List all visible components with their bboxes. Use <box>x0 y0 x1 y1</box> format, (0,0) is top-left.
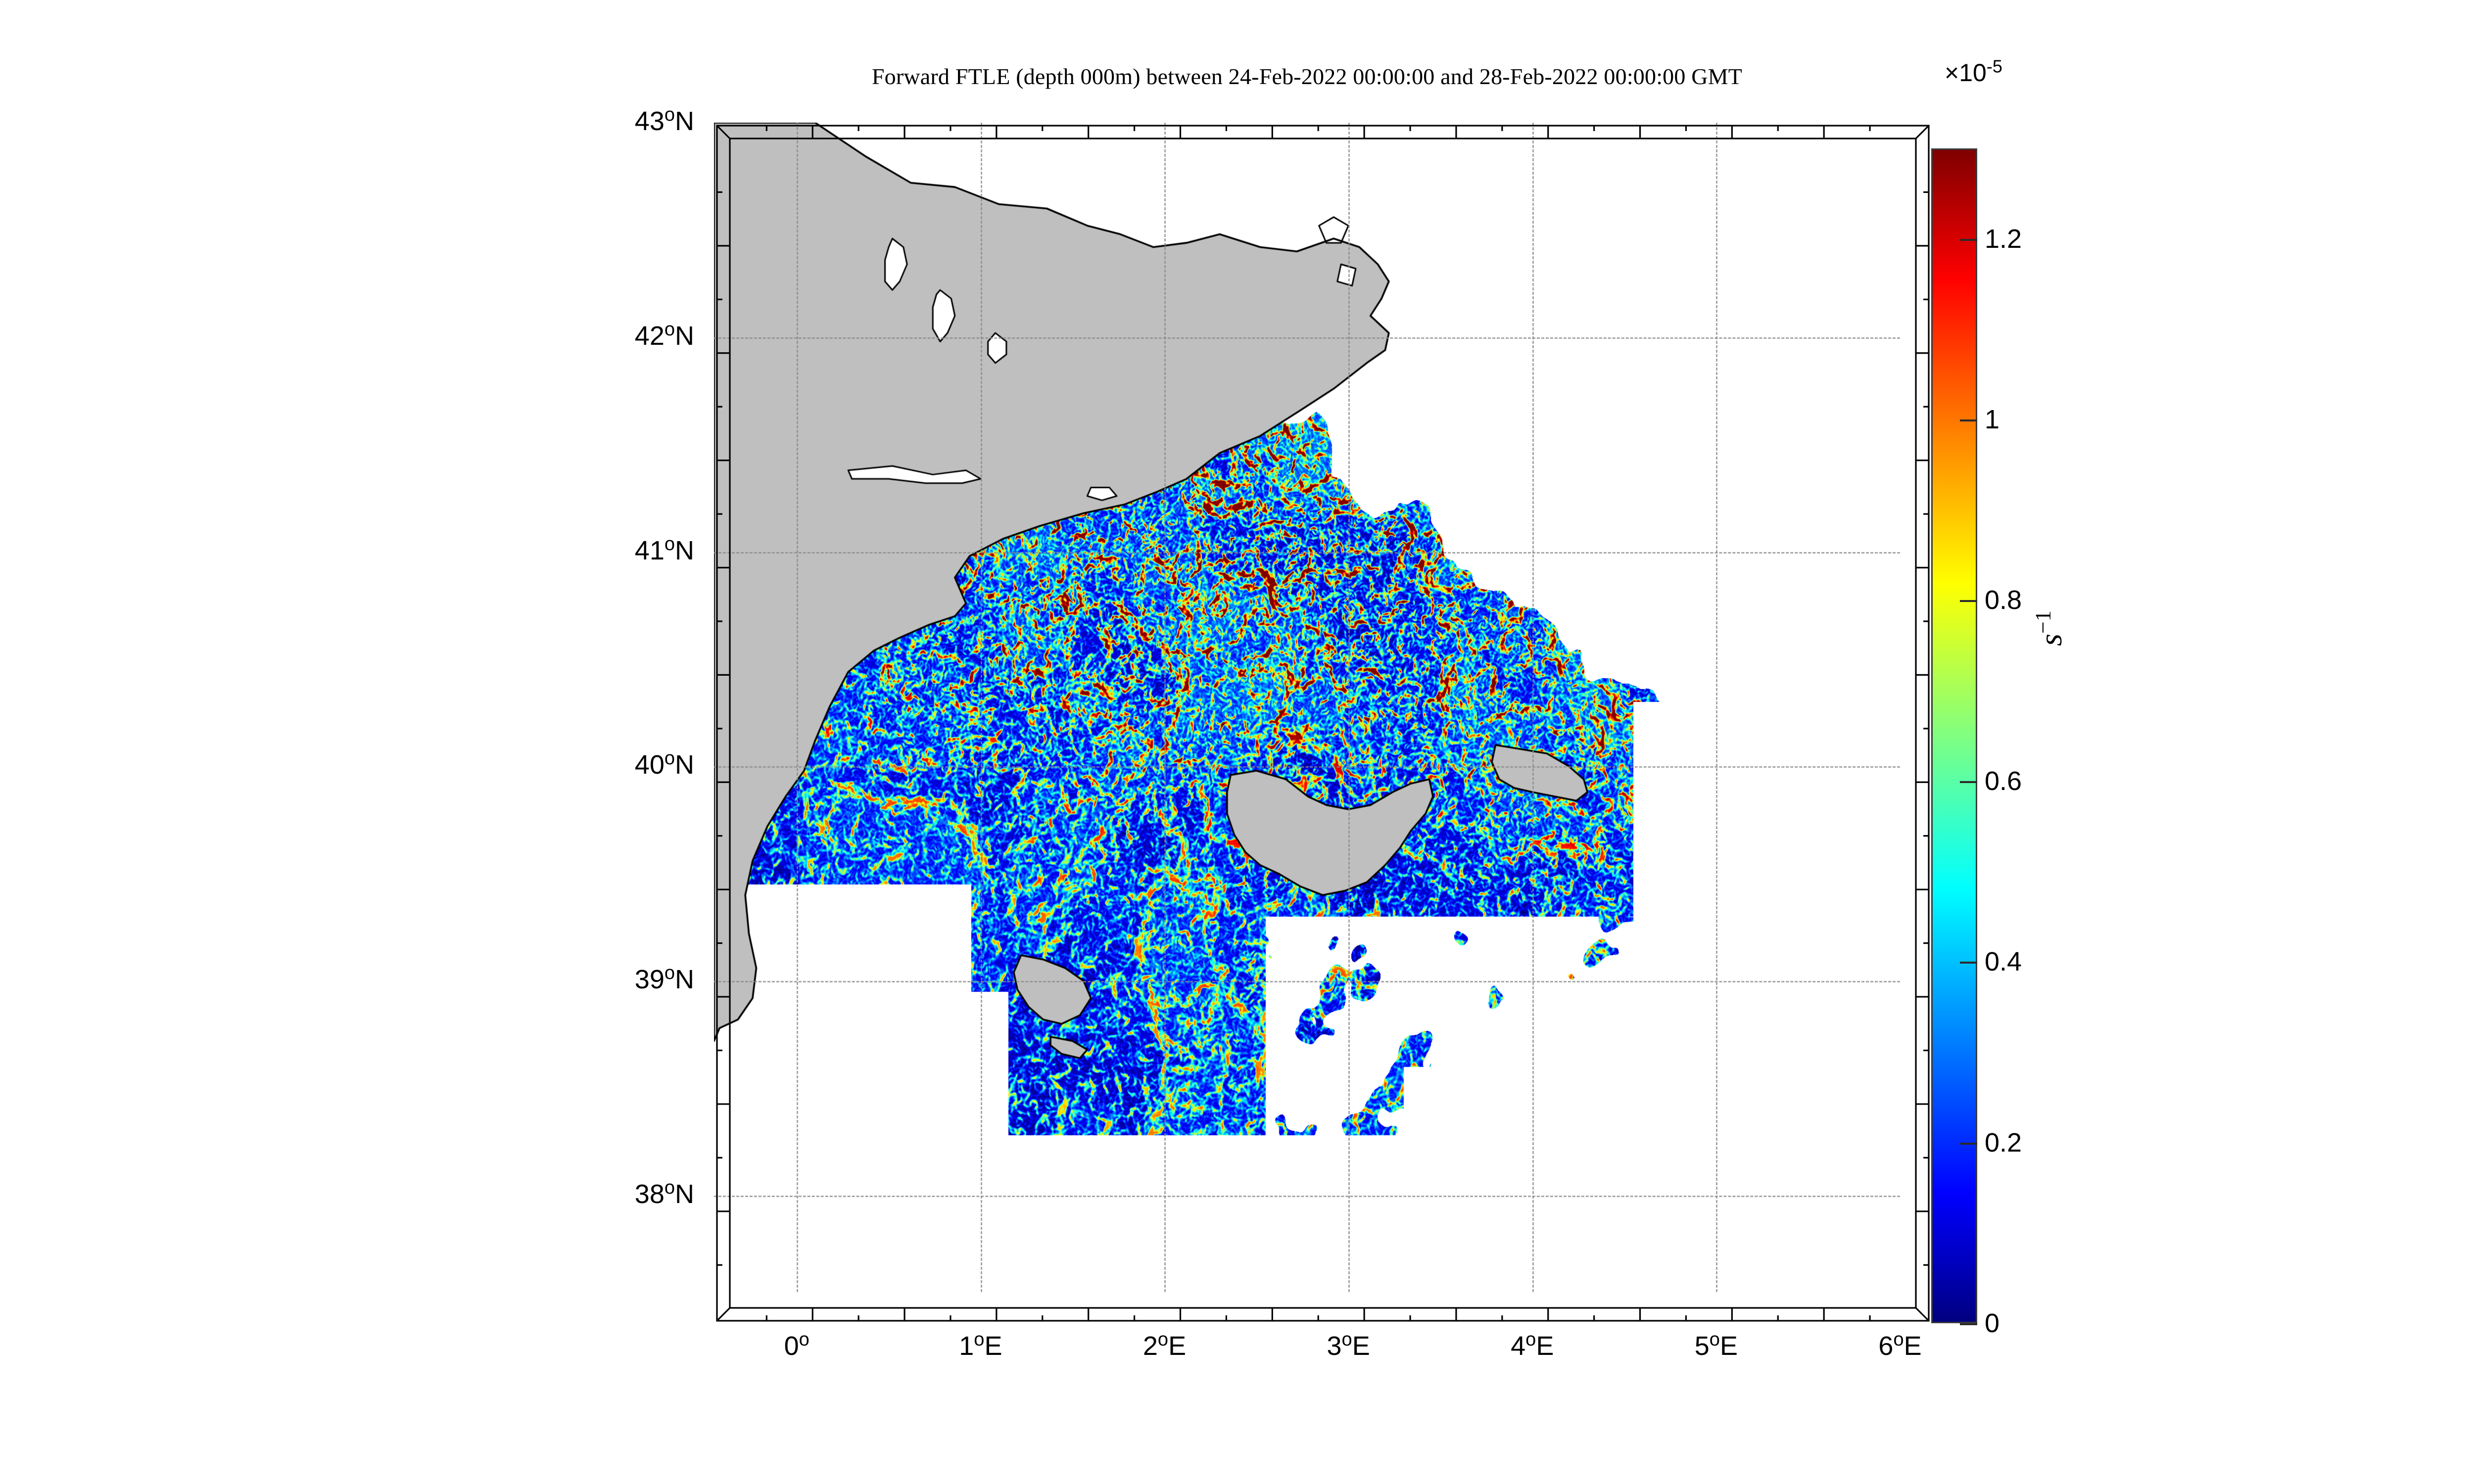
colorbar-tick-label: 0.6 <box>1985 766 2022 796</box>
fancy-box-part <box>1915 1307 1930 1322</box>
colorbar-gradient[interactable] <box>1931 148 1977 1323</box>
colorbar-tick-mark <box>1960 238 1977 241</box>
x-axis-tick-label: 5oE <box>1694 1329 1738 1361</box>
colorbar-tick-label: 1 <box>1985 405 2000 435</box>
x-axis-tick-label: 3oE <box>1327 1329 1370 1361</box>
x-axis-tick-label: 0o <box>784 1329 809 1361</box>
y-axis-tick-label: 40oN <box>634 748 694 780</box>
fancy-box-part <box>1915 125 1930 139</box>
colorbar-tick-mark <box>1960 781 1977 783</box>
colorbar-tick-mark <box>1960 600 1977 603</box>
colorbar-tick-label: 0.8 <box>1985 585 2022 615</box>
ftle-heatmap-canvas[interactable] <box>714 123 1900 1292</box>
page-title: Forward FTLE (depth 000m) between 24-Feb… <box>871 64 1743 89</box>
x-axis-tick-label: 1oE <box>959 1329 1002 1361</box>
y-axis-tick-label: 38oN <box>634 1177 694 1209</box>
fancy-box-part <box>716 1307 731 1322</box>
colorbar-tick-label: 0.4 <box>1985 947 2022 977</box>
colorbar-tick-label: 1.2 <box>1985 224 2022 254</box>
colorbar-tick-mark <box>1960 419 1977 422</box>
x-axis-tick-label: 2oE <box>1142 1329 1187 1361</box>
x-axis-tick-label: 4oE <box>1511 1329 1554 1361</box>
colorbar-tick-mark <box>1960 1142 1977 1145</box>
colorbar-exponent-label: ×10-5 <box>1945 56 2002 87</box>
x-axis-tick-label: 6oE <box>1878 1329 1922 1361</box>
colorbar-axis-label: s−1 <box>2031 610 2068 646</box>
colorbar-tick-mark <box>1960 1323 1977 1325</box>
map-axes[interactable] <box>714 123 1900 1292</box>
colorbar-tick-mark <box>1960 962 1977 964</box>
y-axis-tick-label: 39oN <box>634 963 694 995</box>
y-axis-tick-label: 42oN <box>634 319 694 351</box>
colorbar-tick-label: 0 <box>1985 1308 2000 1338</box>
colorbar[interactable]: 0 0.2 0.4 0.6 0.8 1 1.2 <box>1931 148 2022 1338</box>
y-axis-tick-label: 43oN <box>634 104 694 136</box>
y-axis-tick-label: 41oN <box>634 533 694 565</box>
colorbar-tick-label: 0.2 <box>1985 1127 2022 1158</box>
